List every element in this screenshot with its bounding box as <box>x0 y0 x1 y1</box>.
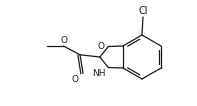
Text: O: O <box>97 42 104 51</box>
Text: O: O <box>60 36 67 45</box>
Text: NH: NH <box>92 70 105 79</box>
Text: Cl: Cl <box>138 6 148 16</box>
Text: O: O <box>71 75 78 84</box>
